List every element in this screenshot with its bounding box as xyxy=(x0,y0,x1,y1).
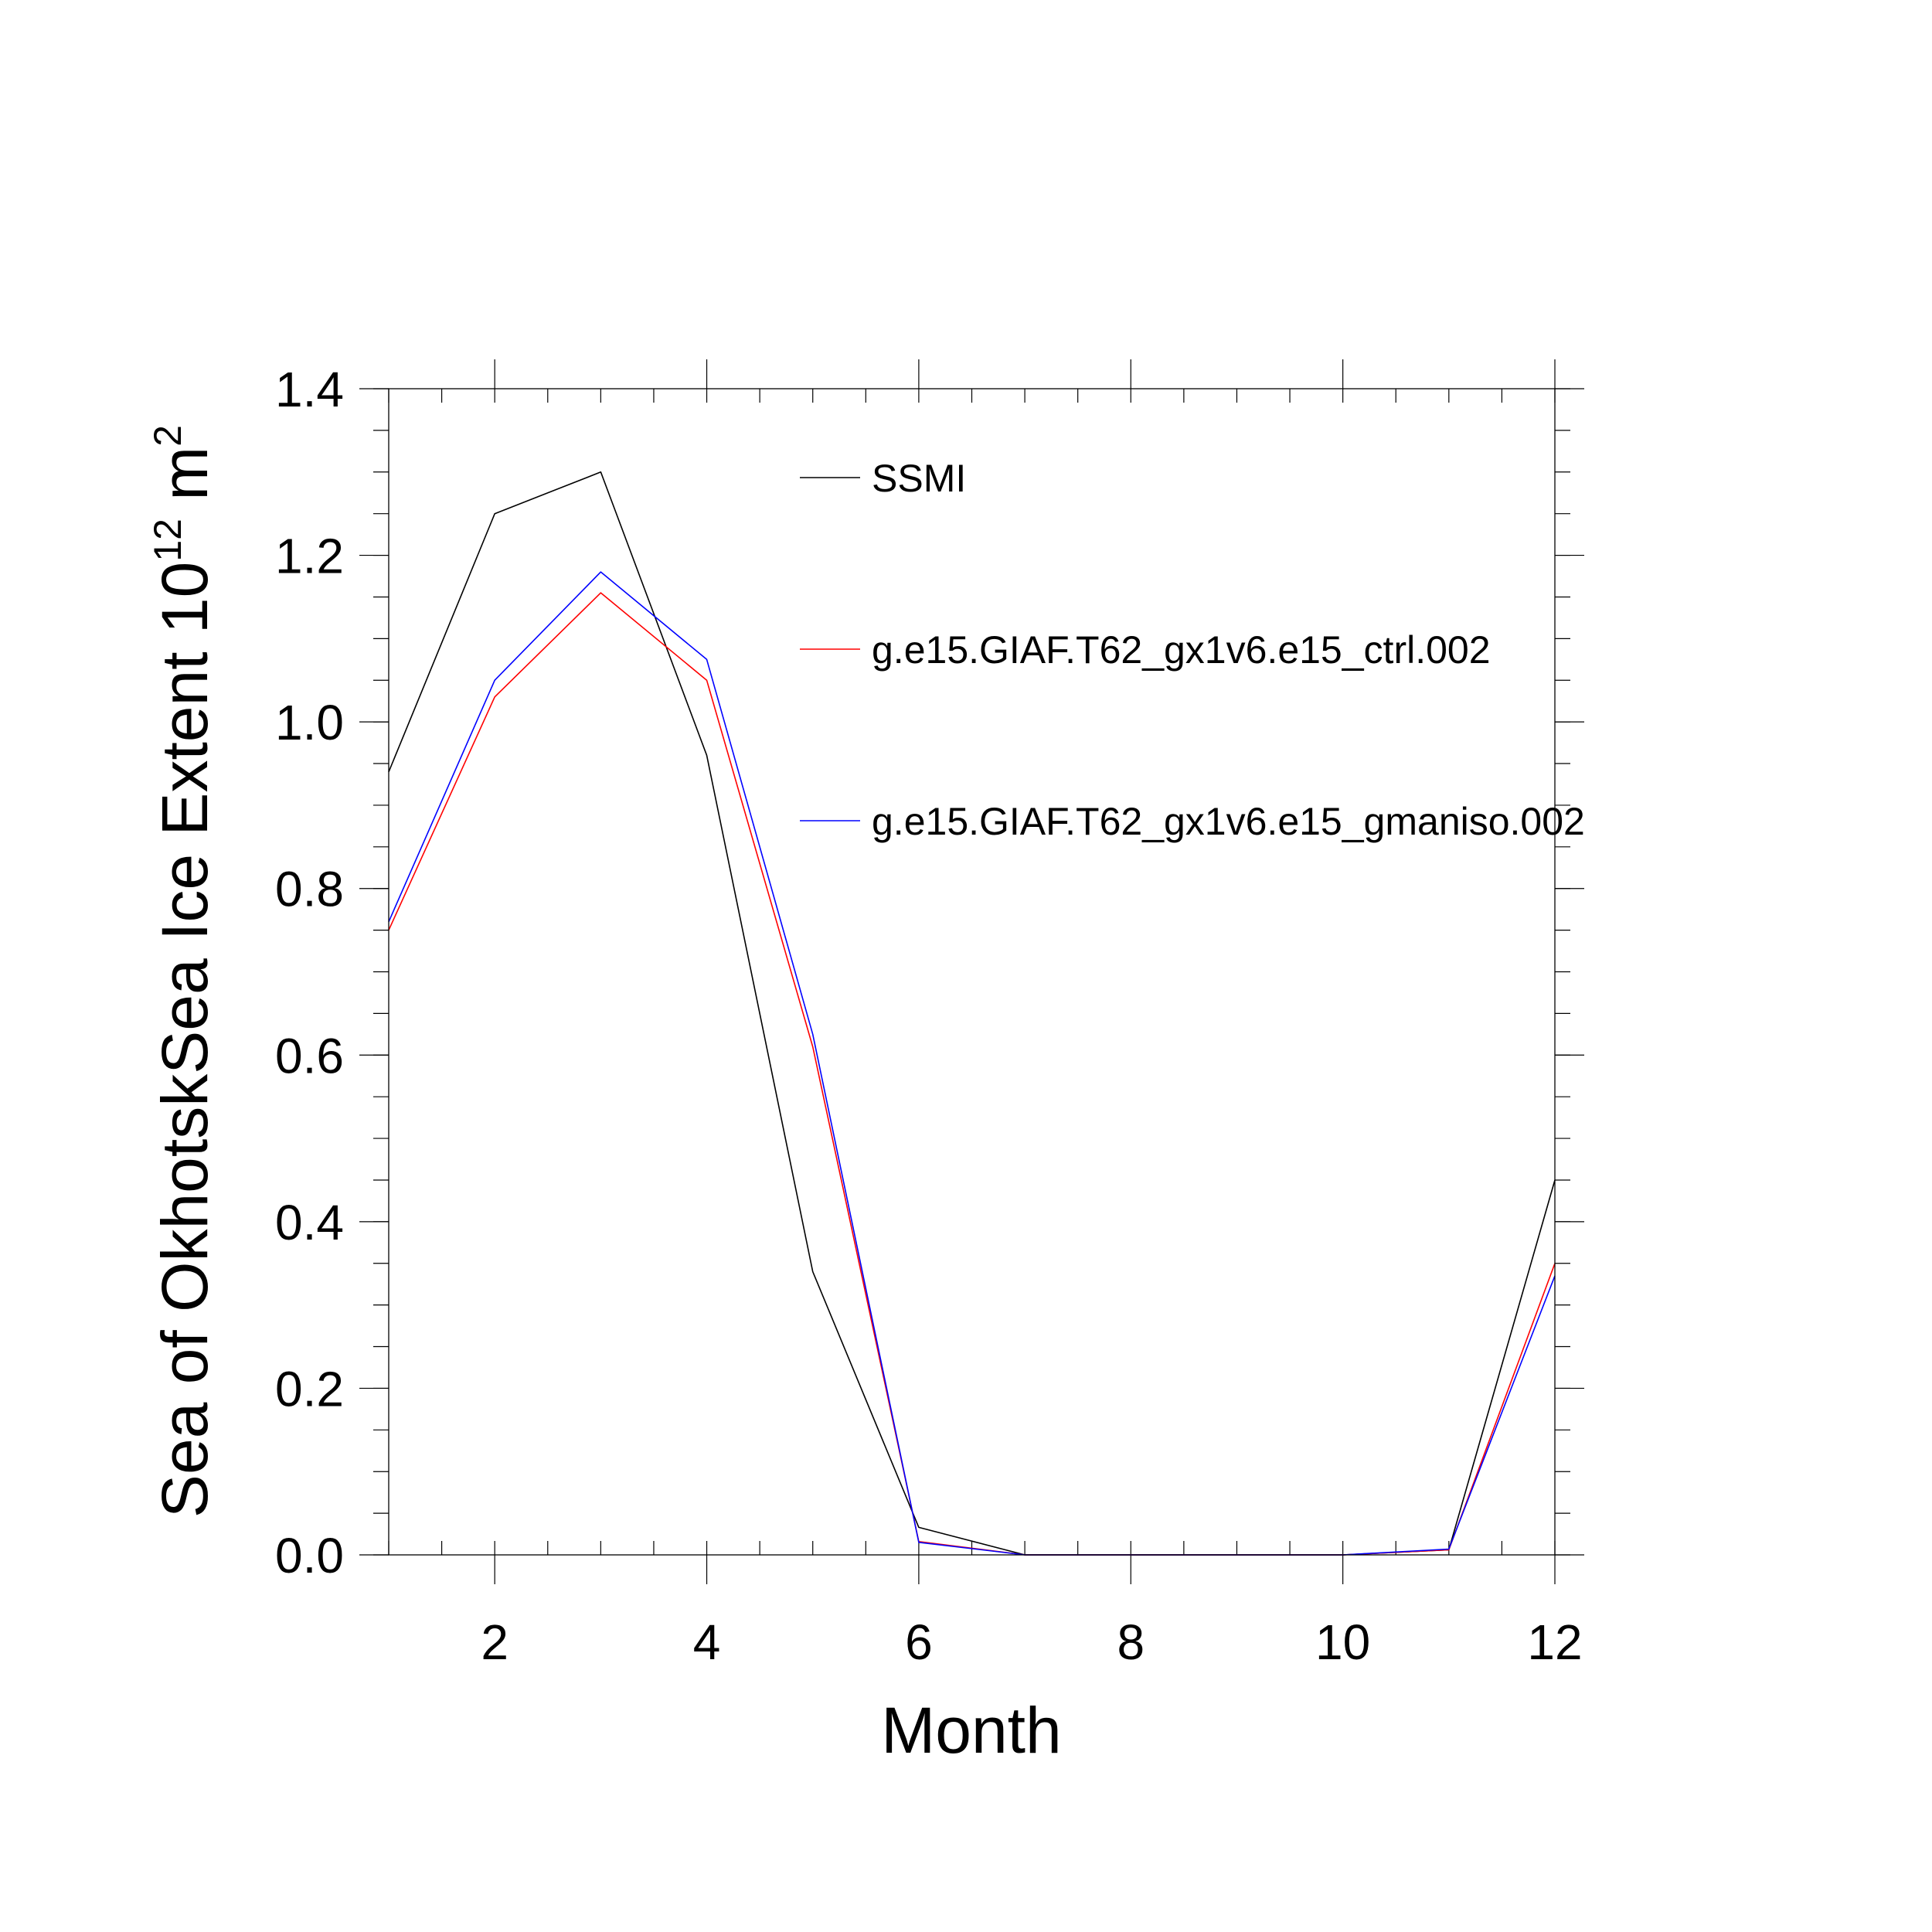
legend-label-2: g.e15.GIAF.T62_gx1v6.e15_ctrl.002 xyxy=(872,628,1491,672)
axis-ticks xyxy=(359,359,1584,1584)
series-line-3 xyxy=(388,571,1556,1556)
y-axis-label-unit: m xyxy=(148,447,221,519)
y-tick-label: 0.8 xyxy=(275,862,344,917)
y-tick-label: 0.4 xyxy=(275,1195,344,1250)
y-tick-label: 1.4 xyxy=(275,362,344,417)
y-axis-label-exponent: 12 xyxy=(146,519,189,562)
tick-labels: 2 4 6 8 10 12 0.0 0.2 0.4 0.6 0.8 1.0 1.2 1.4 xyxy=(275,362,1583,1670)
y-axis-label: Sea of OkhotskSea Ice Extent 1012 m2 xyxy=(146,425,221,1518)
x-tick-label: 12 xyxy=(1527,1614,1582,1670)
y-axis-label-unit-exponent: 2 xyxy=(146,425,189,447)
y-tick-label: 1.2 xyxy=(275,529,344,584)
legend-label-1: SSMI xyxy=(872,457,966,500)
x-tick-label: 2 xyxy=(481,1614,509,1670)
y-tick-label: 1.0 xyxy=(275,695,344,750)
y-tick-label: 0.6 xyxy=(275,1028,344,1083)
x-tick-label: 4 xyxy=(693,1614,721,1670)
y-axis-label-base: Sea of OkhotskSea Ice Extent 10 xyxy=(148,562,221,1518)
y-tick-label: 0.2 xyxy=(275,1361,344,1417)
plot-frame xyxy=(388,388,1556,1556)
x-tick-label: 6 xyxy=(905,1614,933,1670)
x-axis-label: Month xyxy=(881,1694,1061,1767)
legend: SSMI g.e15.GIAF.T62_gx1v6.e15_ctrl.002 g.e… xyxy=(800,457,1585,843)
y-tick-label: 0.0 xyxy=(275,1528,344,1583)
x-tick-label: 8 xyxy=(1117,1614,1145,1670)
series-lines xyxy=(388,471,1556,1556)
legend-label-3: g.e15.GIAF.T62_gx1v6.e15_gmaniso.002 xyxy=(872,800,1585,843)
x-tick-label: 10 xyxy=(1315,1614,1370,1670)
